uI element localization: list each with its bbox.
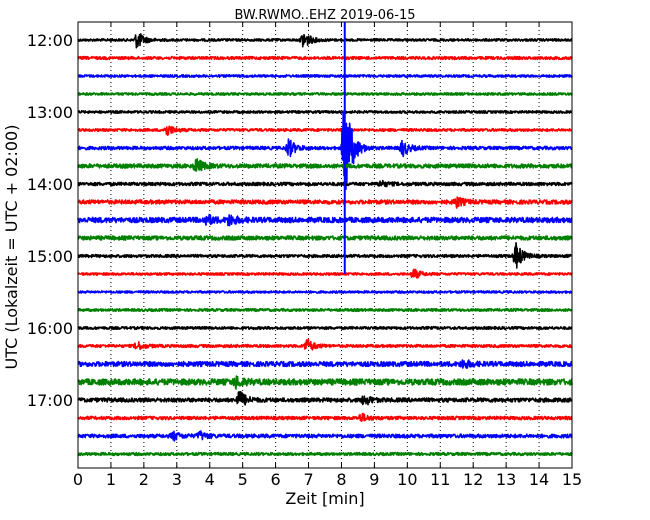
trace-1230 — [77, 74, 573, 78]
trace-1330 — [77, 110, 573, 190]
y-axis-ticks: 12:00 13:00 14:00 15:00 16:00 17:00 — [27, 31, 572, 410]
trace-1500 — [77, 242, 573, 269]
x-tick-label-8: 8 — [336, 470, 346, 489]
trace-1730 — [77, 430, 573, 442]
trace-1200 — [77, 33, 573, 49]
x-tick-label-3: 3 — [172, 470, 182, 489]
trace-1515 — [77, 268, 573, 279]
y-tick-label-3: 15:00 — [27, 247, 73, 266]
x-tick-label-12: 12 — [463, 470, 483, 489]
plot-frame — [77, 21, 573, 469]
trace-1415 — [77, 196, 573, 209]
x-tick-label-0: 0 — [73, 470, 83, 489]
x-tick-label-7: 7 — [303, 470, 313, 489]
x-tick-label-6: 6 — [271, 470, 281, 489]
x-axis-title: Zeit [min] — [285, 489, 364, 508]
trace-1215 — [77, 55, 573, 61]
trace-1530 — [77, 290, 573, 294]
y-tick-label-1: 13:00 — [27, 103, 73, 122]
trace-1615 — [77, 338, 573, 351]
trace-1430 — [77, 213, 573, 227]
trace-1345 — [77, 158, 573, 172]
y-tick-label-2: 14:00 — [27, 175, 73, 194]
x-tick-label-10: 10 — [397, 470, 417, 489]
y-tick-label-4: 16:00 — [27, 319, 73, 338]
y-axis-title: UTC (Lokalzeit = UTC + 02:00) — [2, 125, 21, 370]
x-tick-label-4: 4 — [205, 470, 215, 489]
x-tick-label-1: 1 — [106, 470, 116, 489]
trace-1245 — [77, 92, 573, 96]
y-tick-label-5: 17:00 — [27, 391, 73, 410]
trace-1645 — [77, 375, 573, 390]
x-axis-ticks: 0 1 2 3 4 5 6 7 8 9 10 11 12 13 14 15 — [73, 22, 582, 489]
trace-1400 — [77, 179, 573, 188]
trace-1445 — [77, 235, 573, 241]
trace-1630 — [77, 359, 573, 369]
x-tick-label-5: 5 — [238, 470, 248, 489]
trace-1545 — [77, 307, 573, 313]
x-tick-label-13: 13 — [496, 470, 516, 489]
x-tick-label-11: 11 — [430, 470, 450, 489]
x-tick-label-9: 9 — [369, 470, 379, 489]
y-tick-label-0: 12:00 — [27, 31, 73, 50]
trace-1700 — [77, 390, 573, 406]
chart-title: BW.RWMO..EHZ 2019-06-15 — [234, 8, 415, 23]
trace-1715 — [77, 412, 573, 422]
x-tick-label-2: 2 — [139, 470, 149, 489]
trace-1600 — [77, 325, 573, 331]
trace-1300 — [77, 110, 573, 114]
trace-1315 — [77, 125, 573, 136]
x-tick-label-14: 14 — [529, 470, 549, 489]
x-tick-label-15: 15 — [562, 470, 582, 489]
trace-1745 — [77, 451, 573, 457]
trace-group — [77, 33, 573, 457]
